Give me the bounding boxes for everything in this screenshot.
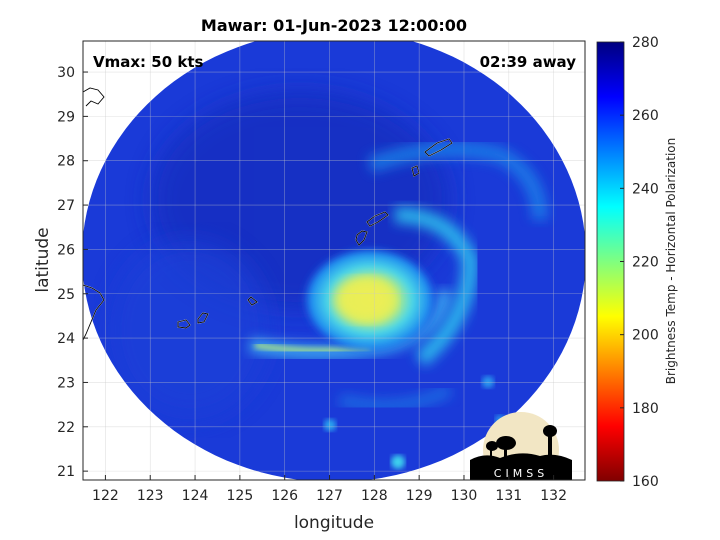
- colorbar-tick-label: 160: [632, 474, 659, 490]
- y-tick-label: 24: [57, 331, 75, 347]
- coastlines: [83, 41, 513, 341]
- y-tick-label: 25: [57, 287, 75, 303]
- x-tick-label: 130: [451, 488, 478, 504]
- y-tick-label: 27: [57, 198, 75, 214]
- x-tick-label: 127: [316, 488, 343, 504]
- colorbar-label: Brightness Temp - Horizontal Polarizatio…: [664, 138, 678, 385]
- colorbar-tick-label: 260: [632, 108, 659, 124]
- x-tick-label: 129: [406, 488, 433, 504]
- colorbar-gradient: [596, 41, 625, 482]
- x-tick-label: 122: [92, 488, 119, 504]
- gridlines: [83, 41, 585, 480]
- colorbar-tick-label: 220: [632, 255, 659, 271]
- y-tick-label: 22: [57, 420, 75, 436]
- y-tick-label: 28: [57, 154, 75, 170]
- vmax-label: Vmax: 50 kts: [93, 53, 203, 71]
- colorbar-tick-label: 280: [632, 35, 659, 51]
- colorbar: 160 180 200 220 240 260 280 Brightness Temp - …: [596, 35, 678, 490]
- y-axis-label: latitude: [33, 227, 53, 292]
- x-tick-label: 124: [182, 488, 209, 504]
- colorbar-tick-label: 200: [632, 328, 659, 344]
- x-tick-label: 131: [495, 488, 522, 504]
- x-tick-label: 125: [227, 488, 254, 504]
- x-tick-label: 132: [540, 488, 567, 504]
- y-tick-label: 29: [57, 109, 75, 125]
- colorbar-ticks: 160 180 200 220 240 260 280: [620, 35, 659, 490]
- y-axis-ticks: 21 22 23 24 25 26 27 28 29 30: [57, 65, 88, 480]
- x-tick-label: 123: [137, 488, 164, 504]
- microwave-swath: [83, 41, 585, 480]
- x-axis-ticks: 122 123 124 125 126 127 128 129 130 131 132: [92, 475, 567, 504]
- cimss-logo: CIMSS: [470, 412, 572, 480]
- x-axis-label: longitude: [294, 513, 374, 533]
- axes-frame: [82, 40, 586, 481]
- time-away-label: 02:39 away: [480, 53, 577, 71]
- y-tick-label: 23: [57, 375, 75, 391]
- y-tick-label: 30: [57, 65, 75, 81]
- map-title: Mawar: 01-Jun-2023 12:00:00: [201, 16, 467, 35]
- x-tick-label: 126: [271, 488, 298, 504]
- x-tick-label: 128: [361, 488, 388, 504]
- colorbar-tick-label: 180: [632, 401, 659, 417]
- colorbar-tick-label: 240: [632, 181, 659, 197]
- y-tick-label: 26: [57, 242, 75, 258]
- plot-area: CIMSS Vmax: 50 kts 02:39 away: [83, 41, 585, 480]
- cimss-logo-text: CIMSS: [494, 467, 548, 480]
- y-tick-label: 21: [57, 464, 75, 480]
